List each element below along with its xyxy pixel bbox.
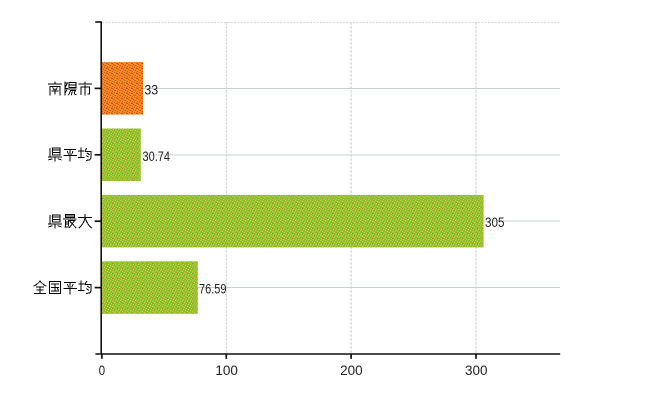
svg-text:100: 100 xyxy=(215,363,238,378)
svg-text:305: 305 xyxy=(485,215,505,230)
svg-text:33: 33 xyxy=(144,83,158,98)
svg-text:30.74: 30.74 xyxy=(143,149,171,164)
svg-text:300: 300 xyxy=(465,363,488,378)
svg-text:0: 0 xyxy=(99,363,106,378)
svg-text:76.59: 76.59 xyxy=(199,281,227,296)
svg-text:200: 200 xyxy=(340,363,363,378)
